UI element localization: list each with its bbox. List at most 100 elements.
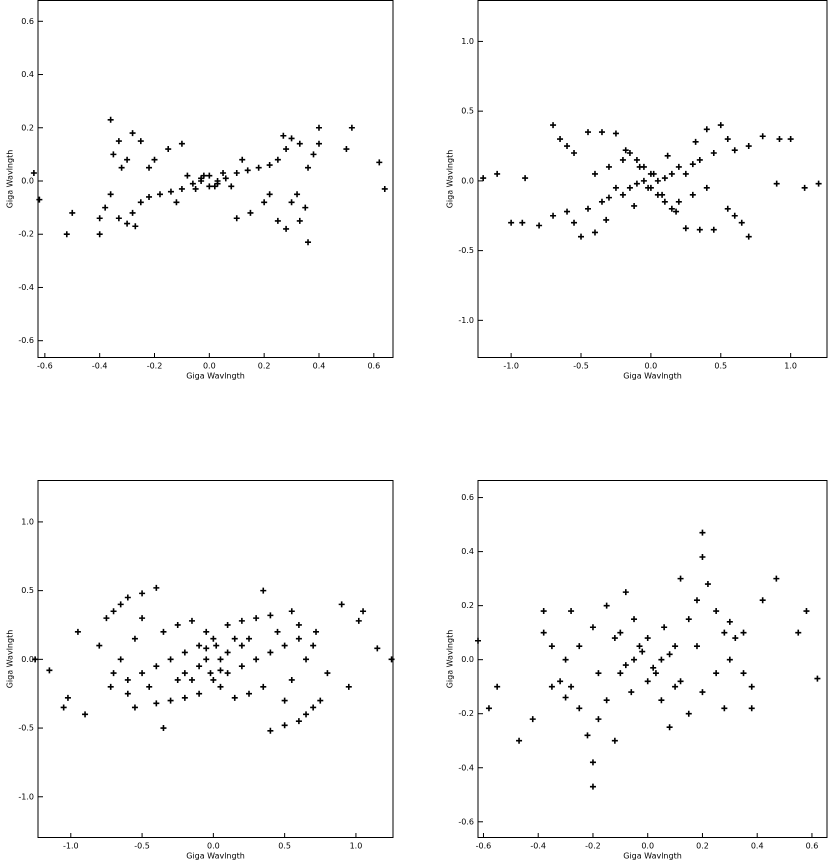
point [96, 215, 103, 222]
point [129, 130, 136, 137]
point [267, 727, 274, 734]
x-tick-label: 0.0 [645, 362, 658, 371]
point [281, 722, 288, 729]
point [738, 219, 745, 226]
point [605, 163, 612, 170]
point [713, 608, 720, 615]
point [288, 135, 295, 142]
x-axis-label: Giga Wavlngth [623, 852, 682, 861]
point [281, 697, 288, 704]
point [654, 191, 661, 198]
y-tick-label: -1.0 [458, 316, 474, 325]
x-tick-label: 0.2 [696, 842, 709, 851]
point [107, 191, 114, 198]
point [132, 223, 139, 230]
x-tick-label: -0.4 [92, 362, 108, 371]
point [274, 156, 281, 163]
point [310, 704, 317, 711]
point [274, 217, 281, 224]
point [589, 783, 596, 790]
point [267, 649, 274, 656]
point [233, 170, 240, 177]
point [548, 643, 555, 650]
y-tick-label: -0.6 [458, 817, 474, 826]
point [288, 608, 295, 615]
point [717, 122, 724, 129]
x-tick-label: 0.2 [258, 362, 271, 371]
point [508, 219, 515, 226]
point [253, 656, 260, 663]
point [115, 138, 122, 145]
point [661, 198, 668, 205]
point [795, 629, 802, 636]
point [324, 670, 331, 677]
point [355, 617, 362, 624]
point [640, 177, 647, 184]
point [591, 229, 598, 236]
point [584, 129, 591, 136]
point [178, 140, 185, 147]
x-tick-label: -0.5 [573, 362, 589, 371]
point [519, 219, 526, 226]
point [217, 683, 224, 690]
point [222, 175, 229, 182]
point [636, 163, 643, 170]
point [536, 222, 543, 229]
point [803, 608, 810, 615]
point [137, 199, 144, 206]
y-axis-label: Giga Wavlngth [6, 150, 15, 209]
x-tick-label: 0.0 [203, 362, 216, 371]
point [494, 683, 501, 690]
point [255, 164, 262, 171]
point [562, 656, 569, 663]
point [107, 116, 114, 123]
point [315, 124, 322, 131]
point [283, 225, 290, 232]
point [110, 608, 117, 615]
point [233, 215, 240, 222]
x-tick-label: 0.4 [751, 842, 764, 851]
point [267, 612, 274, 619]
point [60, 704, 67, 711]
y-tick-label: 0.2 [21, 123, 34, 132]
point [692, 138, 699, 145]
point [173, 199, 180, 206]
x-tick-label: -1.0 [503, 362, 519, 371]
point [773, 180, 780, 187]
point [622, 662, 629, 669]
point [246, 635, 253, 642]
y-tick-label: 0.5 [21, 586, 34, 595]
point [317, 697, 324, 704]
point [238, 617, 245, 624]
x-tick-label: 0.5 [278, 842, 291, 851]
point [246, 690, 253, 697]
point [631, 202, 638, 209]
point [214, 180, 221, 187]
point [181, 649, 188, 656]
point [578, 233, 585, 240]
point [228, 183, 235, 190]
point [310, 151, 317, 158]
point [658, 656, 665, 663]
point [731, 212, 738, 219]
y-axis-label: Giga Wavlngth [6, 630, 15, 689]
point [203, 656, 210, 663]
x-tick-label: 1.0 [350, 842, 363, 851]
point [617, 629, 624, 636]
plot-frame [477, 0, 828, 358]
point [160, 628, 167, 635]
point [137, 138, 144, 145]
point [69, 209, 76, 216]
point [188, 617, 195, 624]
point [647, 170, 654, 177]
point [192, 185, 199, 192]
y-tick-label: 0.4 [21, 70, 34, 79]
point [682, 170, 689, 177]
point [644, 678, 651, 685]
point [153, 663, 160, 670]
point [622, 589, 629, 596]
point [748, 705, 755, 712]
y-tick-label: -0.6 [18, 336, 34, 345]
point [129, 209, 136, 216]
